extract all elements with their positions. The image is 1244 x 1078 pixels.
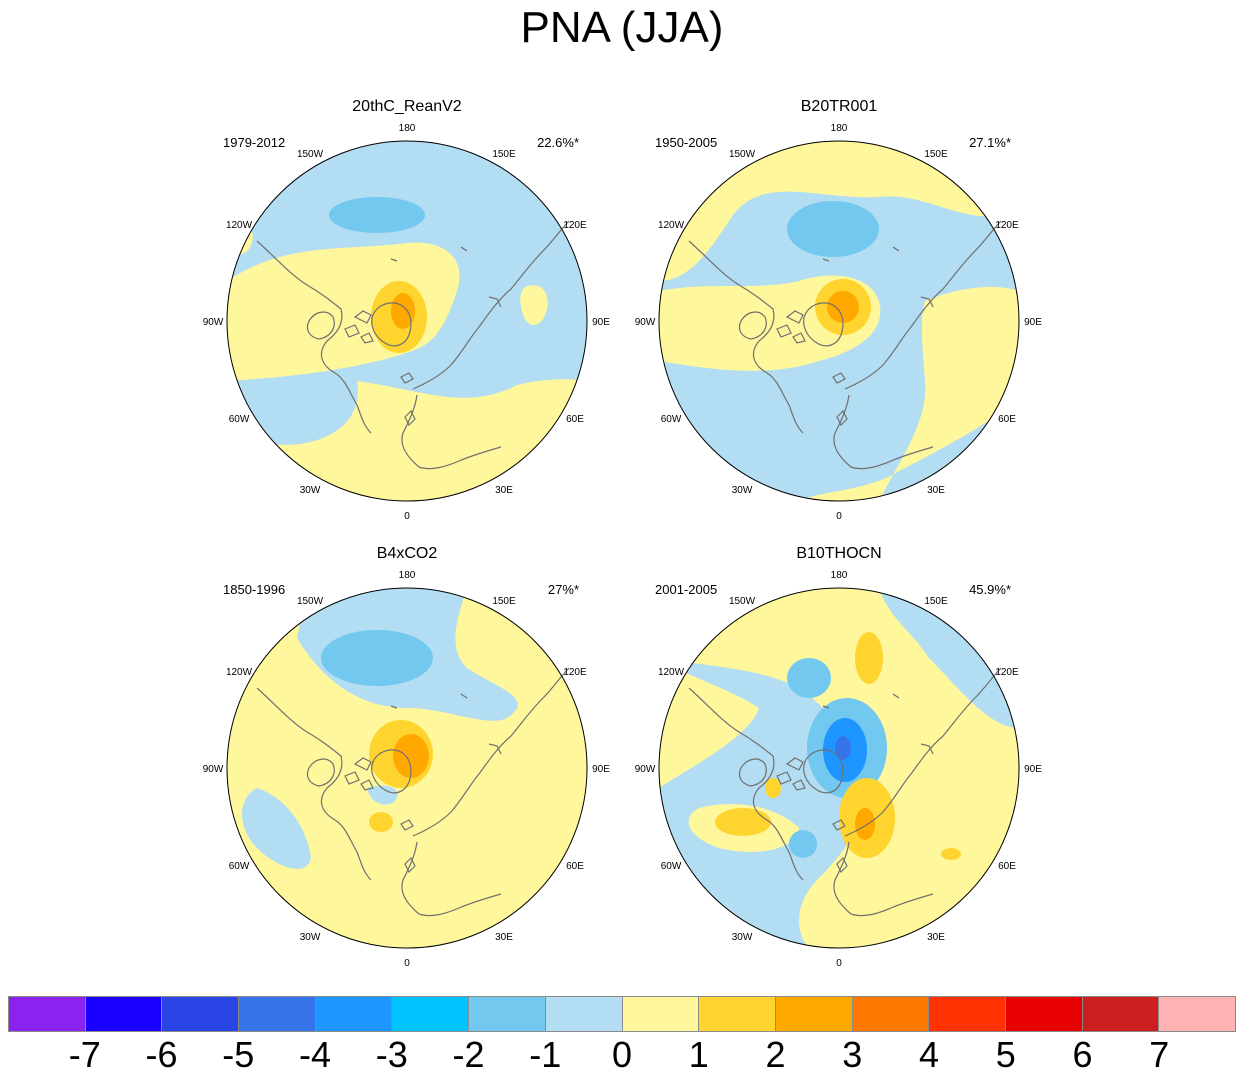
longitude-label: 150W [297,149,324,160]
colorbar-tick-label: -3 [375,1034,408,1075]
panel-b20tr001 [658,140,1020,502]
colorbar-tick-label: 4 [918,1034,940,1075]
panel-title: B10THOCN [796,545,881,562]
longitude-label: 0 [836,958,842,969]
colorbar-swatch [9,997,86,1031]
longitude-label: 60E [998,414,1016,425]
panel-period: 1979-2012 [223,135,285,150]
longitude-label: 150W [729,596,756,607]
panel-20thc-reanv2 [226,140,588,502]
longitude-label: 90E [1024,317,1042,328]
colorbar-tick-label: 1 [688,1034,709,1075]
longitude-label: 60W [661,861,682,872]
colorbar-swatch [85,997,163,1031]
longitude-label: 90W [203,317,224,328]
longitude-label: 60W [229,414,250,425]
colorbar-swatch [699,997,776,1031]
longitude-label: 150E [492,149,516,160]
polar-map-panels: 20thC_ReanV2 1979-2012 22.6%* 180 150E 120E 90… [203,98,1043,969]
longitude-label: 30E [495,485,513,496]
colorbar-swatch [775,997,853,1031]
panel-b10thocn [658,587,1020,949]
longitude-label: 120W [658,220,685,231]
colorbar-tick-label: 3 [842,1034,863,1075]
colorbar-swatch [929,997,1006,1031]
colorbar [8,996,1236,1032]
colorbar-swatch [392,997,470,1031]
longitude-label: 180 [399,570,416,581]
longitude-label: 30W [300,485,321,496]
colorbar-swatch [1005,997,1083,1031]
longitude-label: 0 [404,511,410,522]
longitude-label: 90W [203,764,224,775]
longitude-label: 150W [729,149,756,160]
panel-period: 1850-1996 [223,582,285,597]
longitude-label: 120E [995,220,1019,231]
colorbar-tick-label: -2 [452,1034,485,1075]
colorbar-swatch [162,997,240,1031]
colorbar-tick-label: -4 [298,1034,331,1075]
longitude-label: 180 [831,123,848,134]
colorbar-swatch [1159,997,1235,1031]
longitude-label: 180 [831,570,848,581]
panel-variance: 22.6%* [537,135,579,150]
panel-period: 1950-2005 [655,135,717,150]
colorbar-tick-label: 0 [611,1034,633,1075]
colorbar-swatch [315,997,393,1031]
longitude-label: 120W [226,220,253,231]
colorbar-swatch [852,997,930,1031]
longitude-label: 90E [1024,764,1042,775]
longitude-label: 90E [592,317,610,328]
longitude-label: 60W [661,414,682,425]
panel-title: B4xCO2 [377,545,438,562]
colorbar-tick-label: 2 [765,1034,786,1075]
longitude-label: 30W [300,932,321,943]
longitude-label: 30W [732,485,753,496]
longitude-label: 30E [927,485,945,496]
colorbar-swatch [1082,997,1160,1031]
longitude-label: 60W [229,861,250,872]
longitude-label: 150E [924,149,948,160]
longitude-label: 120W [658,667,685,678]
longitude-label: 30E [927,932,945,943]
longitude-label: 150E [492,596,516,607]
longitude-label: 180 [399,123,416,134]
colorbar-swatch [545,997,623,1031]
longitude-label: 60E [566,861,584,872]
colorbar-tick-label: 6 [1072,1034,1093,1075]
colorbar-tick-label: -5 [222,1034,255,1075]
longitude-label: 90E [592,764,610,775]
longitude-label: 90W [635,764,656,775]
colorbar-swatch [469,997,546,1031]
longitude-label: 120E [563,220,587,231]
longitude-label: 120E [563,667,587,678]
longitude-label: 0 [404,958,410,969]
longitude-label: 30E [495,932,513,943]
colorbar-tick-label: 5 [995,1034,1016,1075]
longitude-label: 60E [998,861,1016,872]
panel-period: 2001-2005 [655,582,717,597]
longitude-label: 120E [995,667,1019,678]
longitude-label: 150W [297,596,324,607]
colorbar-tick-label: 7 [1149,1034,1170,1075]
colorbar-tick-label: -1 [529,1034,562,1075]
colorbar-swatch [622,997,700,1031]
figure-title: PNA (JJA) [520,3,724,52]
longitude-label: 150E [924,596,948,607]
longitude-label: 60E [566,414,584,425]
colorbar-tick-label: -6 [145,1034,178,1075]
longitude-label: 30W [732,932,753,943]
longitude-label: 120W [226,667,253,678]
colorbar-swatch [239,997,316,1031]
colorbar-labels: -7 -6 -5 -4 -3 -2 -1 0 1 2 3 4 5 6 7 [0,1034,1244,1078]
panel-title: 20thC_ReanV2 [352,98,462,115]
longitude-label: 90W [635,317,656,328]
longitude-label: 0 [836,511,842,522]
panel-b4xco2 [226,587,588,949]
panel-variance: 27%* [548,582,579,597]
panel-title: B20TR001 [801,98,878,115]
colorbar-tick-label: -7 [68,1034,101,1075]
panel-variance: 27.1%* [969,135,1011,150]
panel-variance: 45.9%* [969,582,1011,597]
